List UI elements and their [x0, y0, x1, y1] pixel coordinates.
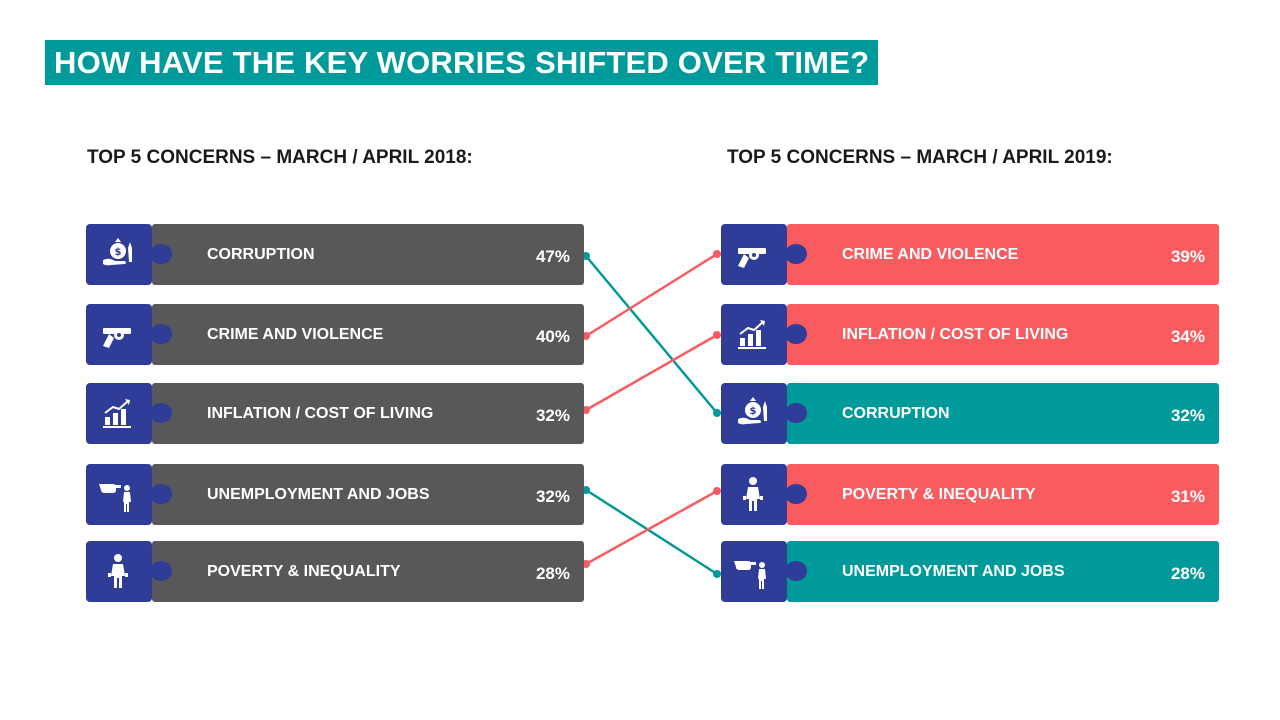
icon-box [86, 541, 152, 602]
pointing-hand-person-icon [99, 484, 131, 512]
bar-value: 32% [535, 487, 570, 506]
bar-label: CORRUPTION [207, 246, 315, 263]
connector-dot [713, 570, 721, 578]
page-title: HOW HAVE THE KEY WORRIES SHIFTED OVER TI… [45, 40, 878, 85]
bar: CORRUPTION 47% [150, 224, 584, 285]
connector-line [585, 255, 718, 414]
icon-box: $ [86, 224, 152, 285]
puzzle-knob [785, 484, 807, 504]
icon-box [86, 383, 152, 444]
icon-box [721, 304, 787, 365]
puzzle-knob [785, 244, 807, 264]
bar: CRIME AND VIOLENCE 39% [785, 224, 1219, 285]
person-empty-pockets-icon [108, 554, 128, 588]
bar: POVERTY & INEQUALITY 31% [785, 464, 1219, 525]
bar: UNEMPLOYMENT AND JOBS 28% [785, 541, 1219, 602]
connector-dot [713, 250, 721, 258]
bar-value: 31% [1170, 487, 1205, 506]
bar: CORRUPTION 32% [785, 383, 1219, 444]
right-column-heading: TOP 5 CONCERNS – MARCH / APRIL 2019: [727, 147, 1113, 168]
bar-value: 28% [535, 564, 570, 583]
bar: INFLATION / COST OF LIVING 34% [785, 304, 1219, 365]
bar-label: UNEMPLOYMENT AND JOBS [842, 563, 1065, 580]
bar: CRIME AND VIOLENCE 40% [150, 304, 584, 365]
connector-dot [713, 331, 721, 339]
money-bag-hand-icon: $ [103, 238, 132, 266]
puzzle-knob [150, 484, 172, 504]
icon-box [721, 224, 787, 285]
bar-value: 32% [535, 406, 570, 425]
bar: POVERTY & INEQUALITY 28% [150, 541, 584, 602]
puzzle-knob [785, 561, 807, 581]
puzzle-knob [150, 403, 172, 423]
bar-label: CORRUPTION [842, 405, 950, 422]
icon-box: $ [721, 383, 787, 444]
puzzle-knob [785, 324, 807, 344]
pointing-hand-person-icon [734, 561, 766, 589]
connector-line [585, 252, 718, 338]
person-empty-pockets-icon [743, 477, 763, 511]
revolver-icon [103, 328, 131, 348]
connector-line [585, 333, 718, 412]
puzzle-knob [150, 244, 172, 264]
bar-value: 34% [1170, 327, 1205, 346]
icon-box [86, 464, 152, 525]
bar-label: POVERTY & INEQUALITY [842, 486, 1036, 503]
connector-dot [713, 409, 721, 417]
connector-line [585, 489, 718, 566]
connector-line [585, 488, 718, 576]
bar-label: CRIME AND VIOLENCE [842, 246, 1019, 263]
bar-label: CRIME AND VIOLENCE [207, 326, 384, 343]
icon-box [721, 541, 787, 602]
connector-dot [713, 487, 721, 495]
rising-chart-icon [103, 399, 131, 428]
bar-value: 40% [535, 327, 570, 346]
left-column-heading: TOP 5 CONCERNS – MARCH / APRIL 2018: [87, 147, 473, 168]
puzzle-knob [150, 561, 172, 581]
bar-value: 32% [1170, 406, 1205, 425]
puzzle-knob [785, 403, 807, 423]
svg-text:$: $ [115, 247, 122, 258]
bar-value: 39% [1170, 247, 1205, 266]
bar: INFLATION / COST OF LIVING 32% [150, 383, 584, 444]
bar-value: 28% [1170, 564, 1205, 583]
money-bag-hand-icon: $ [738, 397, 767, 425]
bar-label: INFLATION / COST OF LIVING [207, 405, 434, 422]
puzzle-knob [150, 324, 172, 344]
icon-box [721, 464, 787, 525]
svg-text:$: $ [750, 406, 757, 417]
bar-label: INFLATION / COST OF LIVING [842, 326, 1069, 343]
bar-label: POVERTY & INEQUALITY [207, 563, 401, 580]
icon-box [86, 304, 152, 365]
rising-chart-icon [738, 320, 766, 349]
bar: UNEMPLOYMENT AND JOBS 32% [150, 464, 584, 525]
bar-value: 47% [535, 247, 570, 266]
revolver-icon [738, 248, 766, 268]
bar-label: UNEMPLOYMENT AND JOBS [207, 486, 430, 503]
